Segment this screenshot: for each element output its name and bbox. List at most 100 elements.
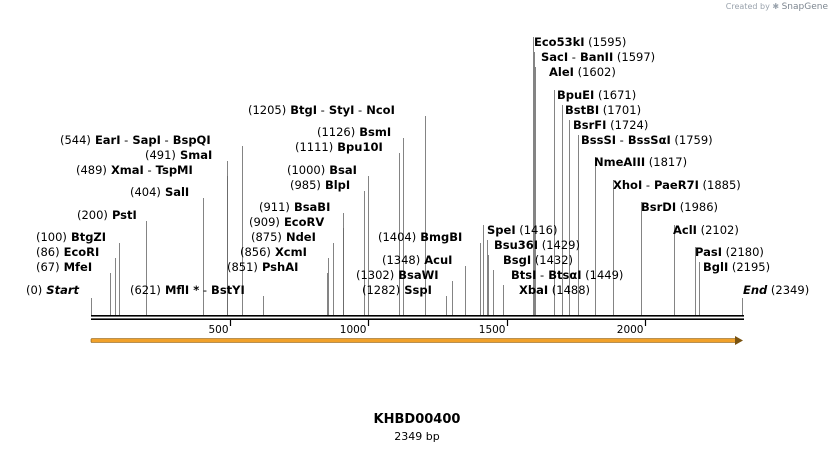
site-position: (909): [249, 215, 280, 229]
site-position: (875): [251, 230, 282, 244]
site-label[interactable]: (1000) BsaI: [287, 163, 357, 177]
enzyme-name: SapI: [128, 133, 161, 147]
site-label[interactable]: (1282) SspI: [362, 283, 432, 297]
enzyme-name: BtgZI: [67, 230, 106, 244]
site-label[interactable]: (856) XcmI: [240, 245, 307, 259]
site-position: (491): [145, 148, 176, 162]
site-position: (2349): [767, 283, 809, 297]
site-label[interactable]: (489) XmaI - TspMI: [76, 163, 193, 177]
enzyme-name: AclI: [673, 223, 697, 237]
enzyme-name: SacI: [541, 50, 568, 64]
site-position: (856): [240, 245, 271, 259]
site-label[interactable]: BtsI - BtsαI (1449): [511, 268, 623, 282]
site-label[interactable]: BssSI - BssSαI (1759): [581, 133, 713, 147]
site-position: (1282): [362, 283, 400, 297]
enzyme-name: TspMI: [152, 163, 193, 177]
site-label[interactable]: (1302) BsaWI: [356, 268, 439, 282]
enzyme-name: XhoI: [613, 178, 642, 192]
feature-arrow-body[interactable]: [90, 338, 737, 343]
site-label[interactable]: (1111) Bpu10I: [295, 140, 383, 154]
enzyme-name: SspI: [400, 283, 432, 297]
site-label[interactable]: (985) BlpI: [290, 178, 350, 192]
site-label[interactable]: BpuEI (1671): [557, 88, 636, 102]
ruler-label: 500: [208, 324, 228, 336]
enzyme-name: Eco53kI: [534, 35, 585, 49]
site-position: (67): [36, 260, 60, 274]
enzyme-name: End: [743, 283, 768, 297]
site-position: (0): [26, 283, 42, 297]
enzyme-name: BtgI: [286, 103, 317, 117]
enzyme-name: BsaBI: [290, 200, 330, 214]
site-label[interactable]: BglI (2195): [703, 260, 770, 274]
site-position: (1602): [574, 65, 616, 79]
site-position: (544): [60, 133, 91, 147]
site-label[interactable]: XbaI (1488): [519, 283, 590, 297]
site-position: (1111): [295, 140, 333, 154]
site-label[interactable]: (1205) BtgI - StyI - NcoI: [248, 103, 395, 117]
site-position: (985): [290, 178, 321, 192]
site-position: (1759): [671, 133, 713, 147]
site-label[interactable]: AclI (2102): [673, 223, 739, 237]
separator: -: [616, 133, 624, 147]
site-position: (2102): [697, 223, 739, 237]
site-label[interactable]: (404) SalI: [130, 185, 189, 199]
site-label[interactable]: Eco53kI (1595): [534, 35, 626, 49]
enzyme-name: PshAI: [258, 260, 298, 274]
site-label[interactable]: (1348) AcuI: [382, 253, 452, 267]
enzyme-name: BstYI: [207, 283, 245, 297]
site-label[interactable]: BsrDI (1986): [641, 200, 718, 214]
site-label[interactable]: SpeI (1416): [487, 223, 558, 237]
site-position: (1595): [585, 35, 627, 49]
site-position: (621): [130, 283, 161, 297]
separator: -: [121, 133, 129, 147]
enzyme-name: PasI: [695, 245, 722, 259]
site-position: (200): [77, 208, 108, 222]
enzyme-name: BssSI: [581, 133, 616, 147]
site-label[interactable]: SacI - BanII (1597): [541, 50, 655, 64]
enzyme-name: BpuEI: [557, 88, 594, 102]
site-label[interactable]: XhoI - PaeR7I (1885): [613, 178, 741, 192]
enzyme-name: SmaI: [176, 148, 212, 162]
site-position: (1701): [599, 103, 641, 117]
enzyme-name: BlpI: [321, 178, 350, 192]
enzyme-name: BsrFI: [573, 118, 606, 132]
site-label[interactable]: End (2349): [743, 283, 809, 297]
site-label[interactable]: (0) Start: [26, 283, 80, 297]
site-label[interactable]: (86) EcoRI: [36, 245, 99, 259]
enzyme-name: PstI: [108, 208, 137, 222]
site-label[interactable]: (911) BsaBI: [259, 200, 330, 214]
site-label[interactable]: (544) EarI - SapI - BspQI: [60, 133, 211, 147]
site-label[interactable]: AleI (1602): [549, 65, 616, 79]
site-position: (1432): [531, 253, 573, 267]
ruler-label: 1000: [340, 324, 367, 336]
enzyme-name: Start: [42, 283, 79, 297]
site-position: (1205): [248, 103, 286, 117]
site-label[interactable]: (621) MflI * - BstYI: [130, 283, 245, 297]
site-label[interactable]: Bsu36I (1429): [494, 238, 580, 252]
site-label[interactable]: BsgI (1432): [503, 253, 573, 267]
enzyme-name: MflI: [161, 283, 189, 297]
enzyme-name: BanII: [576, 50, 613, 64]
sequence-length: 2349 bp: [394, 430, 440, 443]
site-label[interactable]: (1126) BsmI: [317, 125, 391, 139]
site-label[interactable]: BstBI (1701): [565, 103, 641, 117]
site-position: (1885): [699, 178, 741, 192]
site-label[interactable]: PasI (2180): [695, 245, 764, 259]
enzyme-name: EarI: [91, 133, 121, 147]
enzyme-name: BtsαI: [544, 268, 581, 282]
site-label[interactable]: (67) MfeI: [36, 260, 92, 274]
site-label[interactable]: (1404) BmgBI: [378, 230, 462, 244]
site-position: (1488): [548, 283, 590, 297]
site-label[interactable]: (100) BtgZI: [36, 230, 106, 244]
site-label[interactable]: (875) NdeI: [251, 230, 316, 244]
separator: -: [199, 283, 207, 297]
site-label[interactable]: (200) PstI: [77, 208, 137, 222]
site-label[interactable]: BsrFI (1724): [573, 118, 648, 132]
site-label[interactable]: (491) SmaI: [145, 148, 212, 162]
site-position: (404): [130, 185, 161, 199]
enzyme-name: BstBI: [565, 103, 599, 117]
site-label[interactable]: (909) EcoRV: [249, 215, 324, 229]
site-label[interactable]: (851) PshAI: [227, 260, 298, 274]
site-label[interactable]: NmeAIII (1817): [594, 155, 687, 169]
enzyme-name: NmeAIII: [594, 155, 645, 169]
